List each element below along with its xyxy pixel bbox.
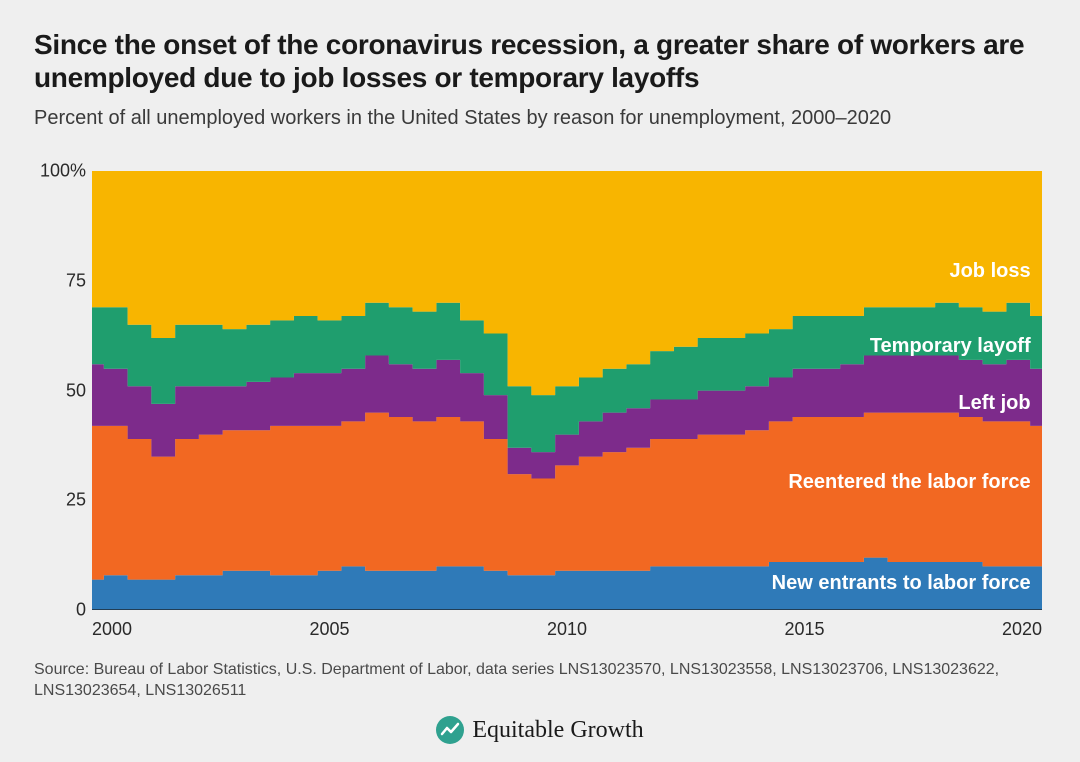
y-tick-label: 75	[34, 270, 86, 291]
chart-title: Since the onset of the coronavirus reces…	[34, 28, 1046, 94]
source-text: Source: Bureau of Labor Statistics, U.S.…	[34, 660, 1046, 702]
x-tick-label: 2010	[547, 619, 587, 640]
x-tick-label: 2000	[92, 619, 132, 640]
footer-brand: Equitable Growth	[34, 716, 1046, 744]
y-tick-label: 25	[34, 490, 86, 511]
stacked-area-chart	[92, 171, 1042, 610]
y-tick-label: 0	[34, 600, 86, 621]
brand-logo-icon	[436, 716, 464, 744]
y-tick-label: 50	[34, 380, 86, 401]
brand-name: Equitable Growth	[472, 717, 643, 744]
plot-region	[92, 171, 1042, 610]
chart-subtitle: Percent of all unemployed workers in the…	[34, 106, 1046, 131]
x-tick-label: 2015	[784, 619, 824, 640]
chart-area: 0255075100% 20002005201020152020 New ent…	[34, 153, 1046, 646]
y-tick-label: 100%	[34, 161, 86, 182]
x-tick-label: 2005	[309, 619, 349, 640]
x-tick-label: 2020	[1002, 619, 1042, 640]
